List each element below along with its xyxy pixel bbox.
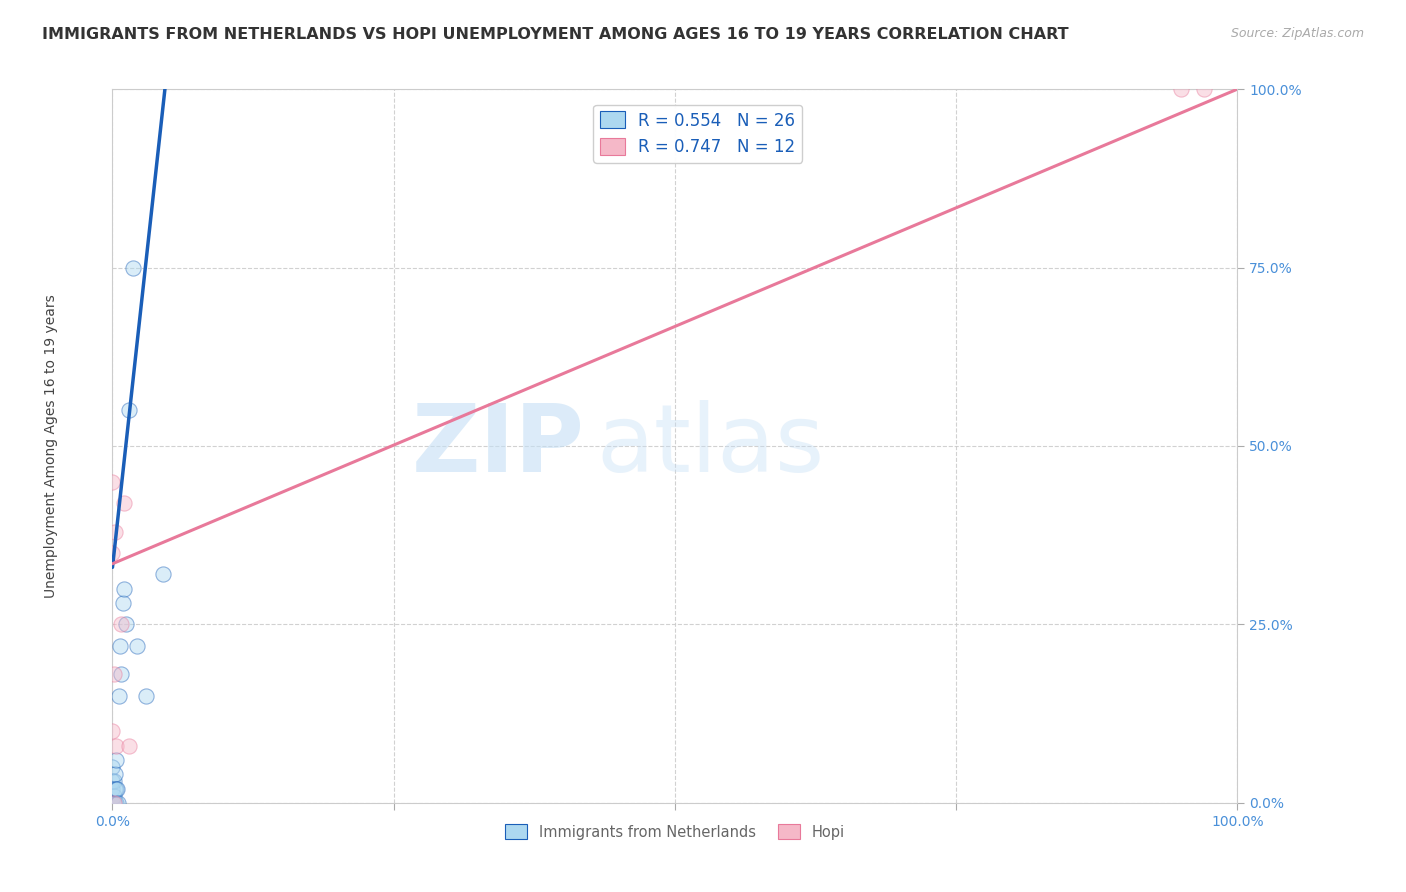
Point [103,667,125,681]
Point [112,582,135,596]
Text: Unemployment Among Ages 16 to 19 years: Unemployment Among Ages 16 to 19 years [44,294,58,598]
Point [1170,82,1192,96]
Point [104,524,127,539]
Point [101,724,124,739]
Point [101,781,124,796]
Text: Source: ZipAtlas.com: Source: ZipAtlas.com [1230,27,1364,40]
Text: ZIP: ZIP [412,400,585,492]
Point [127,639,149,653]
Point [110,639,132,653]
Point [105,781,128,796]
Point [110,617,132,632]
Text: atlas: atlas [596,400,824,492]
Point [103,796,125,810]
Point [101,796,124,810]
Point [118,403,141,417]
Point [104,781,127,796]
Point [103,789,125,803]
Point [135,689,157,703]
Text: IMMIGRANTS FROM NETHERLANDS VS HOPI UNEMPLOYMENT AMONG AGES 16 TO 19 YEARS CORRE: IMMIGRANTS FROM NETHERLANDS VS HOPI UNEM… [42,27,1069,42]
Point [104,796,127,810]
Point [104,781,127,796]
Point [108,689,131,703]
Point [101,475,124,489]
Point [104,767,127,781]
Point [111,596,134,610]
Point [104,739,127,753]
Point [103,774,125,789]
Point [107,796,129,810]
Point [110,667,132,681]
Point [101,760,124,774]
Point [103,796,125,810]
Point [1192,82,1215,96]
Point [118,739,141,753]
Point [115,617,138,632]
Point [112,496,135,510]
Point [101,546,124,560]
Point [101,774,124,789]
Point [104,753,127,767]
Point [152,567,174,582]
Point [104,796,127,810]
Legend: Immigrants from Netherlands, Hopi: Immigrants from Netherlands, Hopi [499,818,851,846]
Point [121,260,143,275]
